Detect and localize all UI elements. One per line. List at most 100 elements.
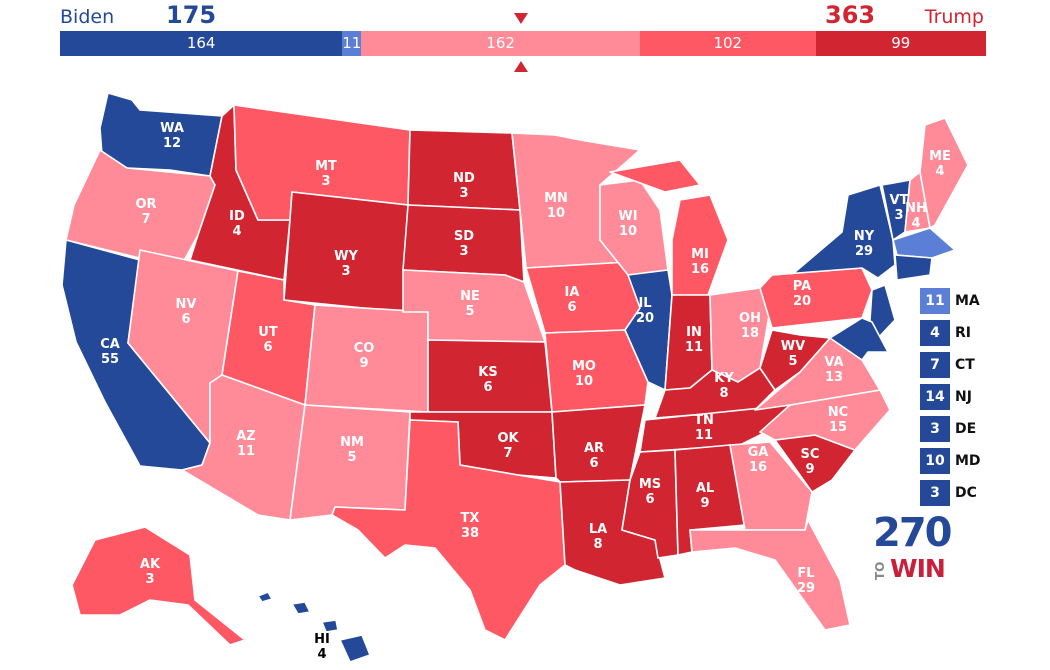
svg-text:NV6: NV 6 [176,297,197,327]
small-state-ct[interactable]: 7 CT [920,352,1020,378]
small-state-ev: 3 [920,416,950,442]
state-mn[interactable]: MN 10 [511,132,641,269]
svg-text:NH4: NH 4 [905,201,927,231]
electoral-vote-bar: 164 11 162 102 99 [60,31,986,56]
svg-text:ID4: ID 4 [229,209,245,239]
bar-segment-lean-rep[interactable]: 162 [361,31,641,56]
svg-text:MT3: MT 3 [315,159,337,189]
svg-text:OR7: OR 7 [135,197,156,227]
svg-text:OK7: OK 7 [497,431,519,461]
small-state-nj[interactable]: 14 NJ [920,384,1020,410]
small-state-abbr: DC [955,485,977,501]
logo-win: WIN [890,554,946,583]
state-nh[interactable]: NH 4 [904,171,931,233]
state-mo[interactable]: MO 10 [544,329,649,413]
270towin-logo[interactable]: 270 TO WIN [873,510,952,584]
state-wy[interactable]: WY 3 [283,191,409,313]
svg-text:LA8: LA 8 [589,522,607,552]
small-state-ma[interactable]: 11 MA [920,288,1020,314]
small-state-abbr: MA [955,293,980,309]
small-state-ev: 10 [920,448,950,474]
svg-text:SD3: SD 3 [454,229,474,259]
svg-text:SC9: SC 9 [801,447,820,477]
state-ct-ri[interactable] [894,254,933,281]
state-fl[interactable]: FL 29 [689,519,851,631]
svg-text:ND3: ND 3 [453,171,475,201]
state-me[interactable]: ME 4 [919,117,969,229]
small-state-ri[interactable]: 4 RI [920,320,1020,346]
bar-segment-likely-rep[interactable]: 102 [640,31,816,56]
svg-text:KS6: KS 6 [478,365,497,395]
bar-segment-safe-dem[interactable]: 164 [60,31,343,56]
bar-segment-safe-rep[interactable]: 99 [815,31,986,56]
biden-name: Biden [60,6,115,28]
state-il[interactable]: IL 20 [624,269,673,391]
state-ga[interactable]: GA 16 [729,441,813,531]
state-la[interactable]: LA 8 [559,479,666,586]
state-nj[interactable] [869,284,896,339]
state-ks[interactable]: KS 6 [427,339,553,413]
svg-text:UT6: UT 6 [258,325,278,355]
small-state-abbr: RI [955,325,971,341]
svg-text:NM5: NM 5 [340,435,364,465]
small-state-de[interactable]: 3 DE [920,416,1020,442]
svg-text:VT3: VT 3 [890,193,909,223]
svg-text:WY3: WY 3 [334,249,358,279]
state-wa[interactable]: WA 12 [99,92,223,177]
trump-name: Trump [924,6,984,28]
state-md-de[interactable] [829,317,889,361]
state-or[interactable]: OR 7 [65,149,216,269]
state-ny[interactable]: NY 29 [771,184,896,279]
state-ar[interactable]: AR 6 [551,404,646,483]
state-nm[interactable]: NM 5 [289,404,411,521]
small-state-ev: 14 [920,384,950,410]
state-ak[interactable]: AK 3 [71,526,246,646]
state-co[interactable]: CO 9 [304,304,429,413]
state-pa[interactable]: PA 20 [759,267,873,329]
small-state-abbr: NJ [955,389,972,405]
svg-text:ME4: ME 4 [929,149,951,179]
svg-text:IA6: IA 6 [565,285,580,315]
state-ms[interactable]: MS 6 [621,449,679,559]
small-state-ev: 11 [920,288,950,314]
state-hi[interactable]: HI 4 [257,591,371,663]
small-state-abbr: MD [955,453,981,469]
small-state-ev: 3 [920,480,950,506]
trump-total: 363 [825,1,876,29]
small-state-ev: 7 [920,352,950,378]
state-tx[interactable]: TX 38 [331,419,566,641]
logo-number: 270 [873,510,952,556]
bar-segment-likely-dem[interactable]: 11 [342,31,362,56]
state-ut[interactable]: UT 6 [221,270,316,406]
svg-text:AK3: AK 3 [140,557,161,587]
majority-arrow-down-icon [514,13,528,24]
small-state-dc[interactable]: 3 DC [920,480,1020,506]
state-ia[interactable]: IA 6 [525,261,641,334]
state-ma[interactable] [892,227,956,259]
logo-to: TO [873,561,887,580]
small-state-ev: 4 [920,320,950,346]
small-state-abbr: DE [955,421,977,437]
svg-text:CO9: CO 9 [354,341,375,371]
state-ne[interactable]: NE 5 [402,269,546,343]
state-nd[interactable]: ND 3 [407,129,521,211]
svg-text:MS6: MS 6 [639,477,661,507]
svg-text:AL9: AL 9 [696,481,714,511]
small-state-md[interactable]: 10 MD [920,448,1020,474]
svg-text:HI4: HI 4 [314,632,330,662]
